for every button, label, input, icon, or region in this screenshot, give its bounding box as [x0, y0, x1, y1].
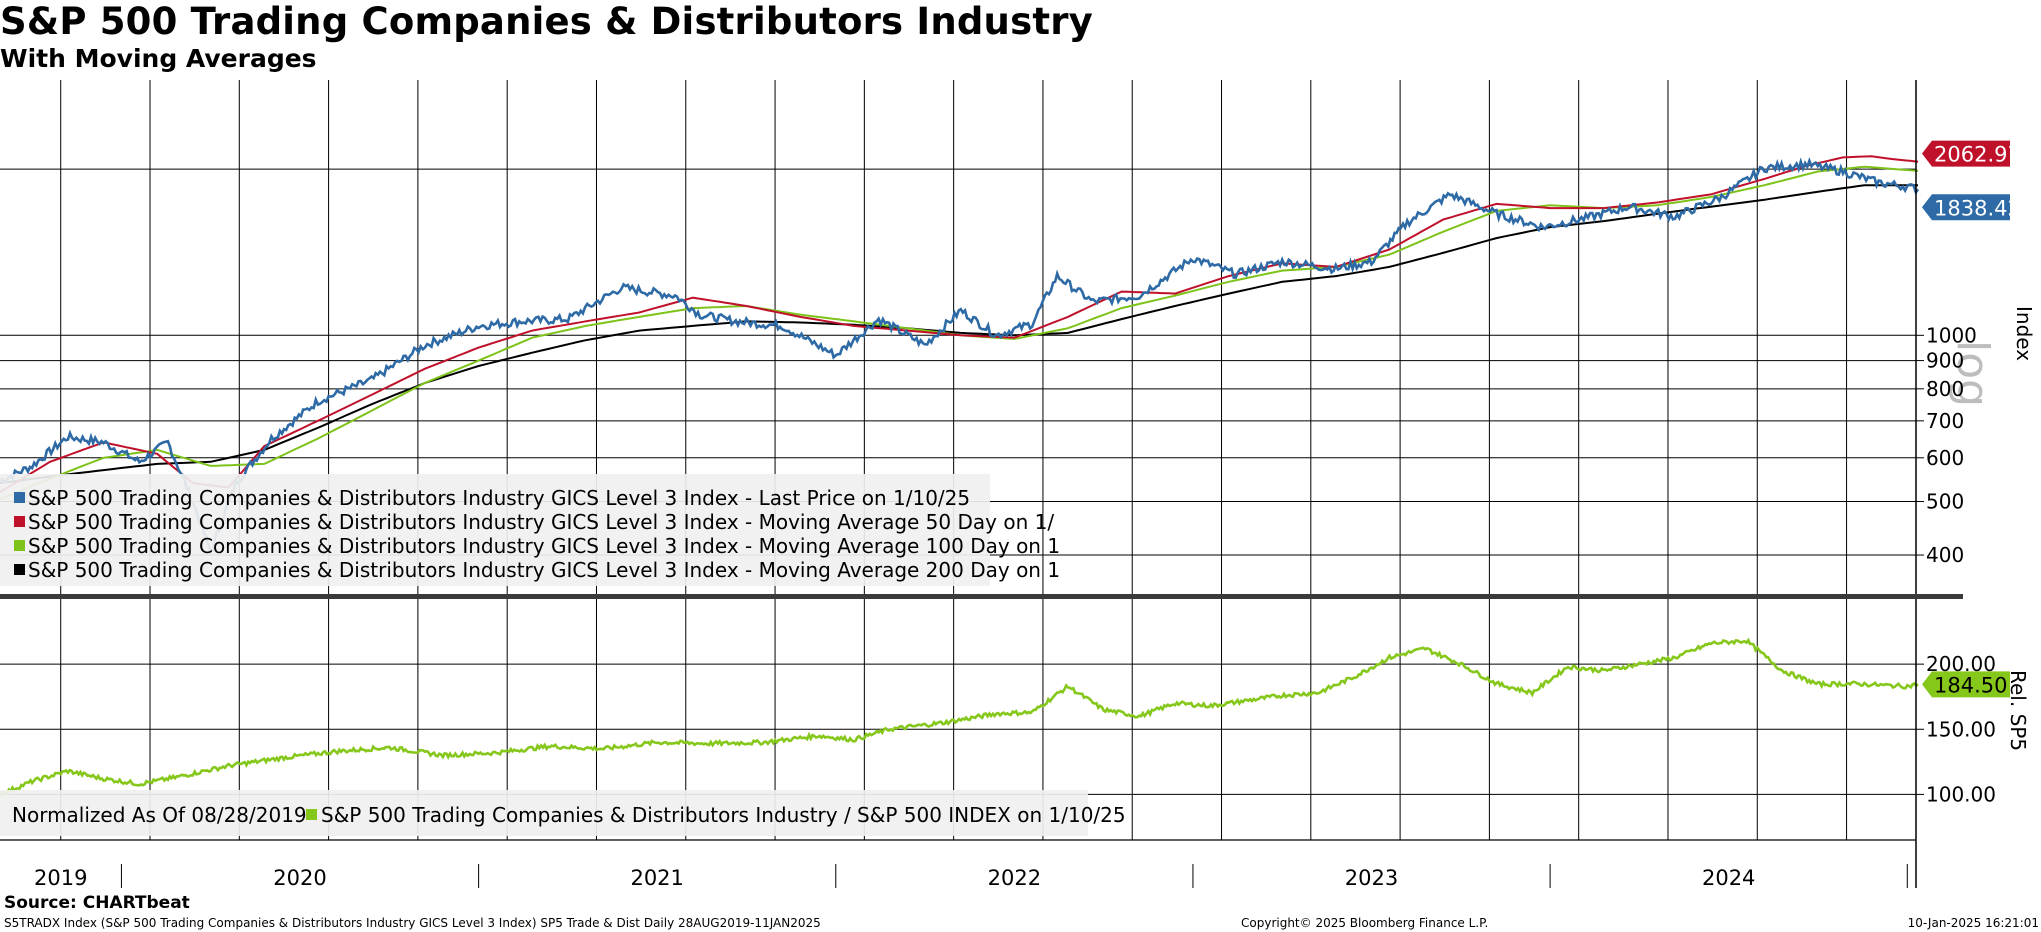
normalized-label: Normalized As Of 08/28/2019	[12, 803, 307, 827]
copyright: Copyright© 2025 Bloomberg Finance L.P.	[1241, 916, 1488, 930]
chart-title: S&P 500 Trading Companies & Distributors…	[0, 0, 1093, 43]
relative-tick-label: 100.00	[1926, 782, 1996, 806]
relative-series-layer	[0, 637, 1919, 797]
main-tick-label: 900	[1926, 349, 1964, 373]
main-tick-label: 500	[1926, 490, 1964, 514]
main-tick-label: 800	[1926, 377, 1964, 401]
main-y-axis-title: Index	[2012, 306, 2036, 361]
year-label: 2019	[34, 866, 87, 890]
badge-price: 1838.42	[1922, 194, 2021, 221]
relative-panel-grid	[0, 663, 1916, 795]
year-label: 2024	[1702, 866, 1755, 890]
main-tick-label: 1000	[1926, 323, 1977, 347]
legend-label-ma100: S&P 500 Trading Companies & Distributors…	[28, 534, 1060, 558]
log-watermark: log	[1947, 340, 1998, 407]
badge-relative-label: 184.50	[1934, 673, 2007, 697]
series-line-relative	[0, 637, 1919, 797]
badge-ma50-label: 2062.97	[1934, 143, 2021, 167]
relative-legend-box	[0, 790, 1088, 836]
legend-swatch-relative	[306, 809, 317, 820]
legend-swatch-ma50	[14, 516, 25, 527]
badge-price-shape	[1922, 194, 2010, 221]
panel-separator	[0, 594, 1963, 599]
badge-ma50: 2062.97	[1922, 140, 2021, 167]
year-label: 2023	[1345, 866, 1398, 890]
badge-ma50-shape	[1922, 140, 2010, 167]
badge-relative: 184.50	[1922, 671, 2010, 698]
year-label: 2020	[273, 866, 326, 890]
series-line-ma50	[0, 155, 1919, 493]
value-badges: 2062.97 1838.42 184.50	[1922, 140, 2021, 698]
main-legend-box	[0, 474, 990, 586]
series-layer	[0, 155, 1920, 556]
year-label: 2022	[988, 866, 1041, 890]
legend-label-price: S&P 500 Trading Companies & Distributors…	[28, 486, 970, 510]
timestamp: 10-Jan-2025 16:21:01	[1908, 916, 2039, 930]
main-tick-label: 700	[1926, 409, 1964, 433]
legend-label-ma50: S&P 500 Trading Companies & Distributors…	[28, 510, 1054, 534]
year-labels: 2019 2020 2021 2022 2023 2024	[34, 866, 1755, 890]
main-legend: S&P 500 Trading Companies & Distributors…	[0, 474, 1060, 586]
year-label: 2021	[630, 866, 683, 890]
badge-price-label: 1838.42	[1934, 196, 2021, 220]
relative-legend: Normalized As Of 08/28/2019 S&P 500 Trad…	[0, 790, 1126, 836]
legend-swatch-ma200	[14, 564, 25, 575]
badge-relative-shape	[1922, 671, 2010, 698]
chart-subtitle: With Moving Averages	[0, 44, 317, 73]
main-tick-label: 400	[1926, 543, 1964, 567]
relative-tick-label: 150.00	[1926, 717, 1996, 741]
series-line-ma200	[0, 184, 1918, 485]
main-tick-label: 600	[1926, 446, 1964, 470]
ticker-info: S5TRADX Index (S&P 500 Trading Companies…	[4, 916, 821, 930]
legend-swatch-price	[14, 492, 25, 503]
legend-label-ma200: S&P 500 Trading Companies & Distributors…	[28, 558, 1060, 582]
series-line-price	[0, 157, 1920, 556]
legend-swatch-ma100	[14, 540, 25, 551]
source-label: Source: CHARTbeat	[4, 893, 190, 913]
legend-label-relative: S&P 500 Trading Companies & Distributors…	[321, 803, 1126, 827]
